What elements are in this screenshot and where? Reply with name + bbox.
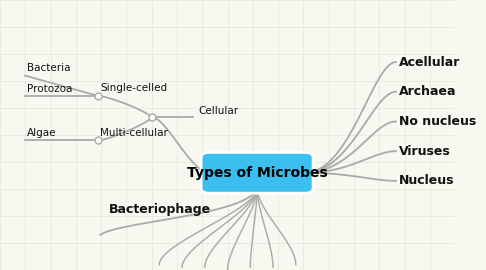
Text: Protozoa: Protozoa bbox=[27, 84, 73, 94]
Text: Nucleus: Nucleus bbox=[399, 174, 454, 187]
Text: Acellular: Acellular bbox=[399, 56, 460, 69]
Text: Bacteriophage: Bacteriophage bbox=[109, 203, 211, 216]
Text: Algae: Algae bbox=[27, 128, 57, 138]
FancyBboxPatch shape bbox=[201, 152, 313, 193]
Text: Types of Microbes: Types of Microbes bbox=[187, 166, 328, 180]
Text: Bacteria: Bacteria bbox=[27, 63, 71, 73]
Text: Cellular: Cellular bbox=[198, 106, 238, 116]
Text: Single-celled: Single-celled bbox=[100, 83, 167, 93]
Text: Multi-cellular: Multi-cellular bbox=[100, 128, 168, 138]
Text: No nucleus: No nucleus bbox=[399, 115, 476, 128]
Text: Viruses: Viruses bbox=[399, 145, 451, 158]
Text: Archaea: Archaea bbox=[399, 85, 457, 98]
